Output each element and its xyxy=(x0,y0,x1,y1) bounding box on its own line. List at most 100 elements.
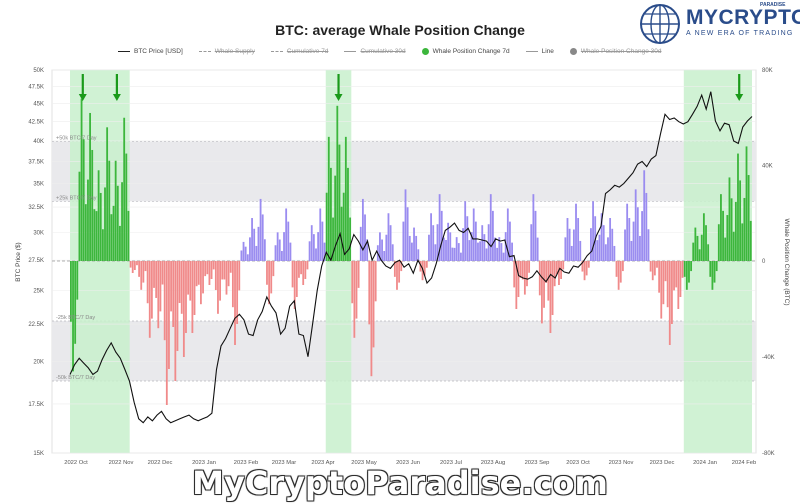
bar xyxy=(234,261,236,345)
bar xyxy=(368,261,371,325)
bar-week xyxy=(598,213,607,261)
bar xyxy=(189,261,192,301)
bar xyxy=(270,261,273,294)
bar-week xyxy=(649,261,658,281)
bar xyxy=(312,234,315,261)
bar xyxy=(438,194,441,261)
bar-week xyxy=(658,261,667,319)
bar xyxy=(153,261,155,288)
bar xyxy=(219,261,221,301)
bar-week xyxy=(445,222,454,261)
bar xyxy=(515,261,518,309)
bar xyxy=(323,242,326,261)
bar xyxy=(545,261,548,283)
bar xyxy=(157,261,160,329)
brand-globe-icon xyxy=(640,4,680,44)
y-tick-label: 42.5K xyxy=(28,120,44,126)
legend-item[interactable]: Cumulative 7d xyxy=(270,48,328,55)
bar xyxy=(116,185,119,261)
bar xyxy=(372,261,375,348)
bar xyxy=(315,248,317,261)
bar xyxy=(585,261,588,276)
bar xyxy=(474,221,477,261)
bar xyxy=(242,241,245,261)
bar-week xyxy=(70,261,79,372)
bar xyxy=(511,242,513,261)
bar xyxy=(359,226,362,261)
x-tick-label: 2023 Aug xyxy=(481,460,506,466)
legend-item[interactable]: Whale Supply xyxy=(198,48,255,55)
bar xyxy=(165,261,168,405)
bar xyxy=(698,249,701,261)
bar xyxy=(457,243,460,261)
bar xyxy=(400,261,403,272)
bar xyxy=(185,261,187,333)
bar xyxy=(129,261,132,268)
bar xyxy=(208,261,211,285)
bar-week xyxy=(146,261,155,338)
bar xyxy=(411,242,413,261)
bar xyxy=(274,245,277,261)
bar xyxy=(707,244,710,261)
bar xyxy=(106,127,109,261)
green-arrow-icon xyxy=(334,74,343,101)
threshold-band xyxy=(52,321,756,381)
legend-item[interactable]: Cumulative 30d xyxy=(344,48,406,55)
bar xyxy=(150,261,153,319)
bar xyxy=(361,198,364,261)
legend-item[interactable]: BTC Price [USD] xyxy=(118,48,183,55)
bar-week xyxy=(393,261,403,290)
bar xyxy=(142,261,145,283)
bar xyxy=(673,261,675,291)
legend-swatch-icon xyxy=(525,51,538,52)
bar xyxy=(257,226,260,261)
bar xyxy=(494,237,496,261)
bar xyxy=(425,261,428,268)
bar xyxy=(351,261,354,304)
bar xyxy=(726,215,729,261)
bar xyxy=(355,261,358,319)
bar-week xyxy=(700,213,710,261)
bar-week xyxy=(453,237,462,261)
bar xyxy=(310,225,313,261)
bar xyxy=(138,261,141,277)
legend-item[interactable]: Line xyxy=(525,48,554,55)
bar xyxy=(611,228,614,261)
threshold-band xyxy=(52,141,756,202)
bar-week xyxy=(487,194,496,261)
y2-tick-label: 40K xyxy=(762,164,773,170)
bar xyxy=(717,224,720,261)
bar xyxy=(357,261,360,288)
bar xyxy=(481,225,484,261)
bar xyxy=(161,261,164,285)
bar xyxy=(229,261,232,273)
bar xyxy=(722,210,724,261)
bar xyxy=(502,252,505,261)
legend-item[interactable]: Whale Position Change 7d xyxy=(421,48,510,55)
bar xyxy=(666,261,669,308)
bar-week xyxy=(504,208,513,261)
y-tick-label: 22.5K xyxy=(28,322,44,328)
bar xyxy=(432,225,435,261)
bar xyxy=(451,247,454,261)
y-tick-label: 45K xyxy=(33,102,44,108)
bar xyxy=(643,170,646,261)
bar xyxy=(668,261,671,345)
bar xyxy=(577,218,580,261)
legend-swatch-icon xyxy=(270,51,283,52)
y-tick-label: 25K xyxy=(33,288,44,294)
bar xyxy=(82,139,85,261)
bar-week xyxy=(717,194,727,261)
bar xyxy=(677,261,680,309)
legend-item[interactable]: Whale Position Change 30d xyxy=(569,48,661,55)
bar xyxy=(148,261,151,338)
bar xyxy=(268,261,271,305)
bar xyxy=(715,261,718,272)
bar xyxy=(125,153,128,261)
bar xyxy=(180,261,183,314)
bar xyxy=(246,254,249,261)
bar xyxy=(449,232,452,261)
bar xyxy=(99,192,102,261)
bar xyxy=(381,239,383,261)
